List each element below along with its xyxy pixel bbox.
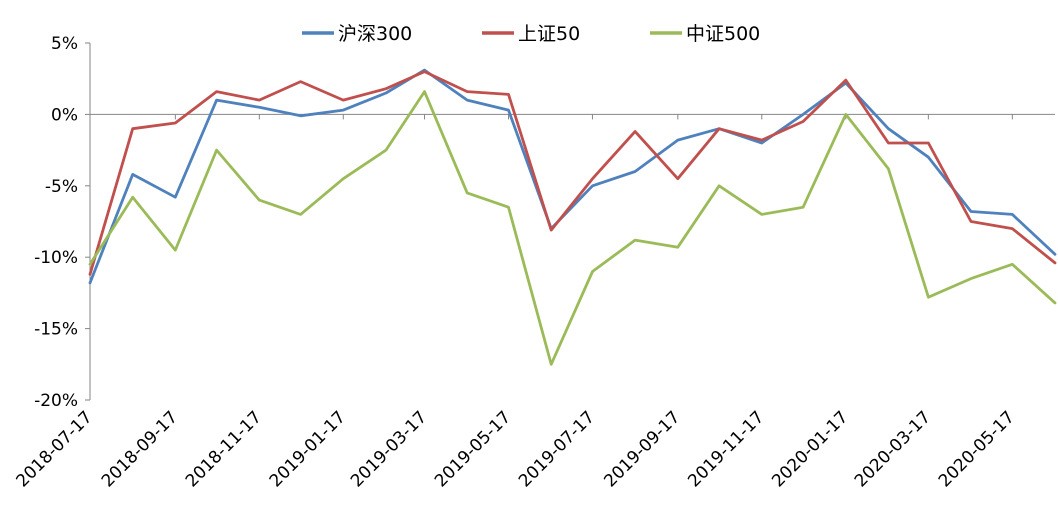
legend-item-zz500: 中证500 (650, 23, 760, 45)
legend-item-sz50: 上证50 (482, 23, 580, 45)
x-tick-label: 2019-05-17 (431, 407, 515, 491)
legend-label-zz500: 中证500 (686, 23, 760, 45)
x-tick-label: 2018-11-17 (182, 407, 266, 491)
x-tick-label: 2020-01-17 (768, 407, 852, 491)
x-tick-label: 2019-03-17 (347, 407, 431, 491)
legend-label-sz50: 上证50 (518, 23, 580, 45)
y-tick-label: -15% (34, 320, 78, 340)
series-line (88, 70, 1057, 276)
series-layer (88, 68, 1057, 366)
series-line (88, 90, 1057, 366)
y-tick-label: 5% (51, 34, 78, 54)
legend-label-hs300: 沪深300 (338, 23, 412, 45)
series-line (88, 68, 1057, 285)
x-tick-label: 2019-09-17 (600, 407, 684, 491)
x-tick-label: 2018-09-17 (98, 407, 182, 491)
x-tick-label: 2020-05-17 (935, 407, 1019, 491)
x-tick-label: 2018-07-17 (13, 407, 97, 491)
x-tick-label: 2019-01-17 (266, 407, 350, 491)
legend-item-hs300: 沪深300 (302, 23, 412, 45)
y-tick-label: -5% (45, 177, 78, 197)
x-tick-label: 2020-03-17 (851, 407, 935, 491)
x-tick-label: 2019-11-17 (684, 407, 768, 491)
series-2 (88, 90, 1057, 366)
series-1 (88, 70, 1057, 276)
legend: 沪深300 上证50 中证500 (302, 23, 760, 45)
axes: 5%0%-5%-10%-15%-20%2018-07-17 2018-09-17 2… (13, 34, 1055, 491)
y-tick-label: -10% (34, 248, 78, 268)
y-tick-label: 0% (51, 105, 78, 125)
y-tick-label: -20% (34, 391, 78, 411)
series-0 (88, 68, 1057, 285)
x-tick-label: 2019-07-17 (515, 407, 599, 491)
